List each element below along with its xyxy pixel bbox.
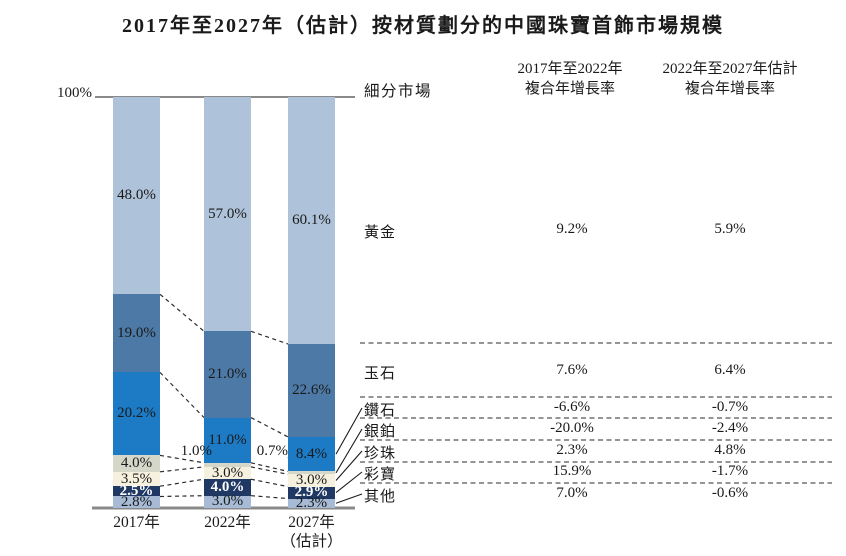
bar-2022年-segment-玉石: 21.0%: [204, 331, 251, 418]
table-row-label-鑽石: 鑽石: [364, 403, 397, 419]
x-axis-label-2017年: 2017年: [113, 514, 160, 531]
segment-value-label: 2.9%: [294, 484, 329, 501]
bar-2027年（估計）-segment-珍珠: 3.0%: [288, 471, 335, 488]
callout-value-label-銀鉑: 0.7%: [256, 443, 288, 459]
bar-2027年（估計）-segment-其他: 2.3%: [288, 494, 335, 511]
segment-boundary-connector: [250, 462, 289, 473]
table-row-label-其他: 其他: [364, 489, 397, 505]
table-header-cagr-2017-2022: 2017年至2022年 複合年增長率: [517, 61, 623, 97]
bar-2022年-segment-其他: 3.0%: [204, 493, 251, 510]
x-axis-label-2022年: 2022年: [204, 514, 251, 531]
cagr-2022-2027-value: -1.7%: [711, 463, 749, 479]
table-header-market-segment: 細分市場: [364, 83, 433, 100]
bar-2017年-segment-其他: 2.8%: [113, 493, 160, 510]
cagr-2022-2027-value: 6.4%: [714, 362, 746, 378]
bar-2027年（估計）-segment-黃金: 60.1%: [288, 97, 335, 344]
segment-value-label: 2.8%: [120, 493, 153, 510]
leader-line-彩寶: [335, 471, 363, 494]
cagr-2017-2022-value: -20.0%: [550, 420, 594, 436]
bar-2022年-segment-彩寶: 4.0%: [204, 478, 251, 496]
leader-line-鑽石: [335, 407, 363, 455]
leader-line-銀鉑: [335, 428, 363, 474]
cagr-2022-2027-value: -0.6%: [711, 485, 749, 501]
segment-value-label: 3.0%: [211, 464, 244, 481]
figure-title: 2017年至2027年（估計）按材質劃分的中國珠寶首飾市場規模: [122, 15, 724, 37]
segment-boundary-connector: [159, 495, 205, 498]
segment-value-label: 4.0%: [210, 478, 245, 495]
segment-value-label: 3.0%: [295, 471, 328, 488]
y-axis-100-percent-label: 100%: [57, 85, 92, 101]
bar-2017年-segment-銀鉑: 4.0%: [113, 455, 160, 472]
table-row-label-黃金: 黃金: [364, 225, 397, 241]
callout-value-label-銀鉑: 1.0%: [180, 443, 212, 459]
x-axis-label-2027年: 2027年 （估計）: [280, 514, 343, 550]
segment-value-label: 3.0%: [211, 493, 244, 510]
bar-2027年（估計）-segment-銀鉑: [288, 471, 335, 475]
table-row-label-珍珠: 珍珠: [364, 446, 397, 462]
cagr-2017-2022-value: 9.2%: [556, 221, 588, 237]
leader-line-珍珠: [335, 450, 363, 481]
bar-2017年-segment-珍珠: 3.5%: [113, 470, 160, 487]
cagr-2022-2027-value: 5.9%: [714, 221, 746, 237]
table-row-label-銀鉑: 銀鉑: [364, 424, 397, 440]
bar-2027年（估計）-segment-鑽石: 8.4%: [288, 436, 335, 472]
cagr-2022-2027-value: 4.8%: [714, 442, 746, 458]
leader-line-其他: [335, 493, 363, 504]
bar-2027年（估計）-segment-玉石: 22.6%: [288, 344, 335, 437]
cagr-2017-2022-value: 7.6%: [556, 362, 588, 378]
segment-boundary-connector: [159, 466, 205, 473]
cagr-2022-2027-value: -2.4%: [711, 420, 749, 436]
segment-boundary-connector: [250, 495, 289, 500]
segment-value-label: 60.1%: [292, 212, 331, 228]
bar-2022年-segment-銀鉑: [204, 462, 251, 467]
segment-value-label: 19.0%: [117, 324, 156, 341]
segment-value-label: 11.0%: [208, 431, 247, 448]
bar-2022年-segment-鑽石: 11.0%: [204, 417, 251, 463]
cagr-2017-2022-value: 7.0%: [556, 485, 588, 501]
segment-value-label: 57.0%: [208, 205, 247, 222]
cagr-2017-2022-value: 2.3%: [556, 442, 588, 458]
cagr-2017-2022-value: 15.9%: [552, 463, 592, 479]
bar-2017年-segment-玉石: 19.0%: [113, 294, 160, 373]
bar-2017年-segment-鑽石: 20.2%: [113, 372, 160, 456]
segment-value-label: 48.0%: [117, 187, 156, 204]
segment-value-label: 20.2%: [117, 405, 156, 422]
table-row-label-彩寶: 彩寶: [364, 467, 397, 483]
table-header-cagr-2022-2027: 2022年至2027年估計 複合年增長率: [662, 61, 798, 97]
bar-2027年（估計）-segment-彩寶: 2.9%: [288, 484, 335, 501]
segment-value-label: 2.5%: [119, 482, 154, 499]
bar-2017年-segment-彩寶: 2.5%: [113, 482, 160, 499]
segment-boundary-connector: [159, 478, 205, 487]
segment-value-label: 4.0%: [120, 455, 153, 472]
segment-boundary-connector: [250, 417, 289, 438]
segment-boundary-connector: [250, 330, 289, 345]
segment-boundary-connector: [250, 466, 289, 475]
bar-2017年-segment-黃金: 48.0%: [113, 97, 160, 295]
cagr-2022-2027-value: -0.7%: [711, 399, 749, 415]
bar-2022年-segment-黃金: 57.0%: [204, 97, 251, 332]
cagr-2017-2022-value: -6.6%: [553, 399, 591, 415]
segment-value-label: 22.6%: [292, 381, 331, 398]
table-row-label-玉石: 玉石: [364, 366, 397, 382]
segment-value-label: 21.0%: [208, 365, 247, 382]
segment-boundary-connector: [159, 371, 205, 418]
bar-2022年-segment-珍珠: 3.0%: [204, 464, 251, 481]
segment-value-label: 8.4%: [295, 445, 328, 462]
segment-value-label: 3.5%: [120, 470, 153, 487]
segment-value-label: 2.3%: [295, 494, 328, 511]
segment-boundary-connector: [159, 293, 205, 332]
segment-boundary-connector: [250, 478, 289, 488]
